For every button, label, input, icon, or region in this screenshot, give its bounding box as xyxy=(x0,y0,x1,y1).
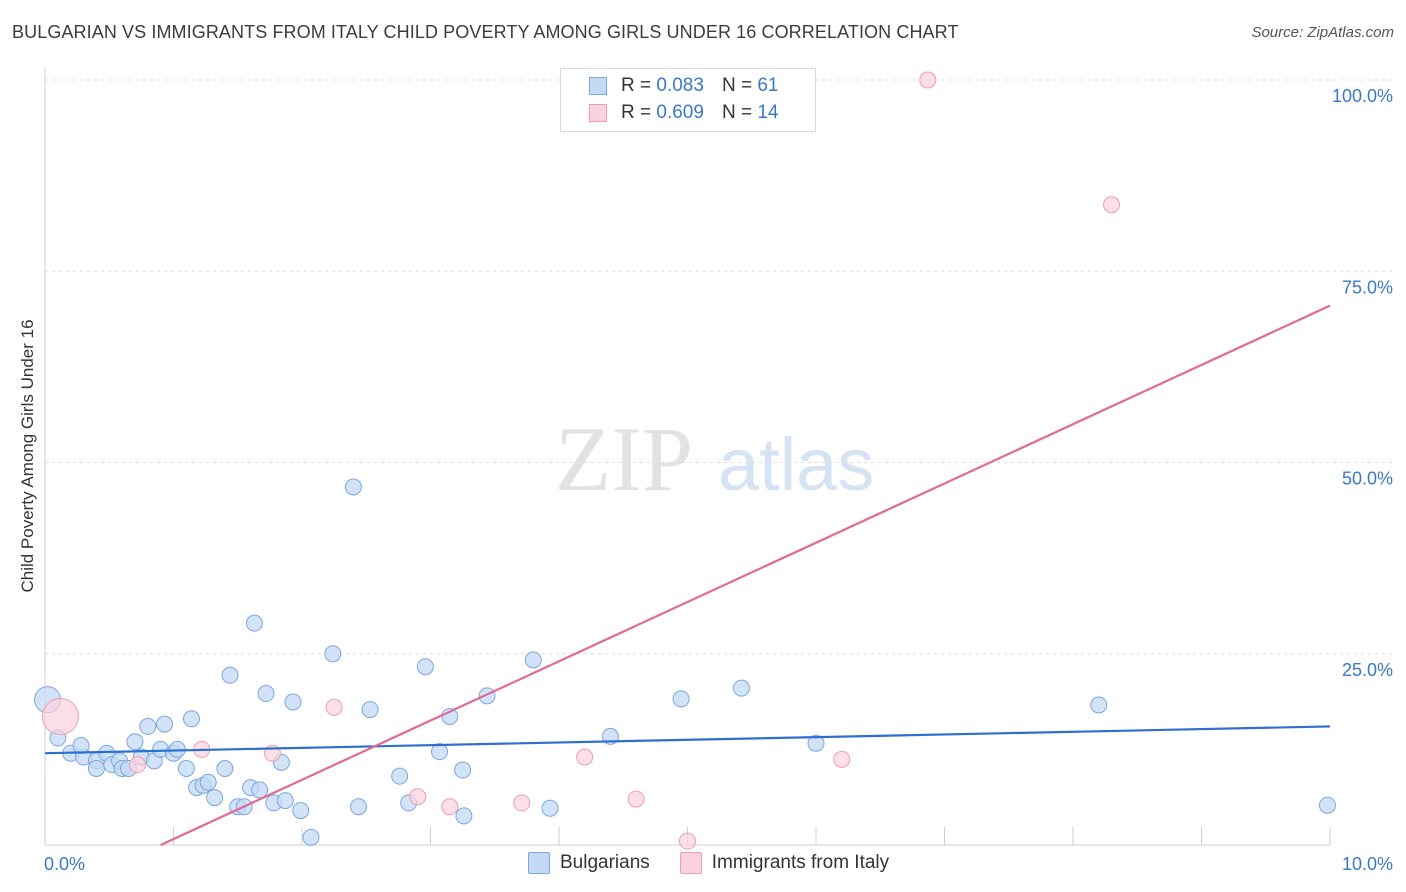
legend-swatch-bulgarians xyxy=(589,77,607,95)
point-bulgarians xyxy=(276,792,294,810)
y-tick-label: 100.0% xyxy=(1332,86,1393,106)
n-value: 61 xyxy=(757,75,779,96)
r-label: R = xyxy=(621,75,652,96)
data-points xyxy=(34,71,1336,850)
watermark-atlas: atlas xyxy=(718,423,874,506)
point-bulgarians xyxy=(455,807,473,825)
point-bulgarians xyxy=(478,687,496,705)
point-bulgarians xyxy=(87,760,105,777)
point-bulgarians xyxy=(206,789,224,807)
legend-item-bulgarians[interactable]: Bulgarians xyxy=(528,852,650,874)
point-bulgarians xyxy=(454,761,472,779)
trend-lines xyxy=(44,304,1331,846)
source-label: Source: ZipAtlas.com xyxy=(1251,24,1394,41)
y-axis-title: Child Poverty Among Girls Under 16 xyxy=(18,319,37,593)
point-italy xyxy=(919,71,937,89)
point-bulgarians xyxy=(541,799,559,817)
point-bulgarians xyxy=(391,767,409,785)
y-tick-label: 75.0% xyxy=(1342,277,1393,297)
point-bulgarians xyxy=(156,715,174,733)
point-italy xyxy=(576,748,594,766)
n-label: N = xyxy=(721,75,753,96)
point-bulgarians xyxy=(524,651,542,669)
point-bulgarians xyxy=(302,828,320,846)
point-bulgarians xyxy=(177,760,195,777)
watermark-zip: ZIP xyxy=(555,408,693,510)
y-tick-label: 25.0% xyxy=(1342,660,1393,680)
point-italy xyxy=(129,756,147,774)
series-legend: Bulgarians Immigrants from Italy xyxy=(528,852,919,874)
point-bulgarians xyxy=(221,666,239,684)
point-bulgarians xyxy=(251,781,269,799)
point-italy xyxy=(833,750,851,768)
point-bulgarians xyxy=(72,737,90,755)
legend-swatch-italy xyxy=(679,852,702,874)
point-bulgarians xyxy=(182,710,200,728)
x-tick-label: 10.0% xyxy=(1342,854,1393,874)
point-bulgarians xyxy=(350,798,368,816)
point-italy xyxy=(1103,196,1121,214)
point-italy xyxy=(679,832,696,850)
y-tick-label: 50.0% xyxy=(1342,469,1393,489)
point-bulgarians xyxy=(292,802,310,820)
point-bulgarians xyxy=(199,773,217,791)
point-bulgarians xyxy=(344,478,362,496)
legend-swatch-italy xyxy=(589,104,607,122)
trend-line-italy xyxy=(160,304,1331,846)
point-italy xyxy=(441,798,459,816)
gridlines xyxy=(45,79,1395,655)
point-bulgarians xyxy=(1090,696,1108,714)
trend-line-bulgarians xyxy=(44,725,1331,755)
legend-label: Immigrants from Italy xyxy=(711,852,890,873)
r-label: R = xyxy=(621,102,652,123)
chart-title: BULGARIAN VS IMMIGRANTS FROM ITALY CHILD… xyxy=(12,22,959,42)
legend-item-italy[interactable]: Immigrants from Italy xyxy=(679,852,890,874)
point-italy xyxy=(627,790,645,808)
stats-legend-row-italy: R = 0.609 N = 14 xyxy=(589,102,778,124)
n-label: N = xyxy=(721,102,753,123)
point-bulgarians xyxy=(257,685,275,703)
n-value: 14 xyxy=(757,102,779,123)
r-value: 0.609 xyxy=(656,102,704,123)
point-bulgarians xyxy=(416,658,434,676)
point-bulgarians xyxy=(139,717,157,735)
point-bulgarians xyxy=(672,690,690,708)
point-bulgarians xyxy=(216,760,234,777)
point-bulgarians xyxy=(126,733,144,751)
point-bulgarians xyxy=(284,693,302,711)
point-bulgarians xyxy=(324,645,342,663)
point-bulgarians xyxy=(1318,796,1336,814)
point-italy xyxy=(409,788,427,806)
tick-labels: 100.0% 75.0% 50.0% 25.0% 0.0% 10.0% xyxy=(44,86,1393,874)
point-italy xyxy=(325,698,343,716)
watermark: ZIP atlas xyxy=(555,408,874,510)
legend-label: Bulgarians xyxy=(560,852,650,873)
point-bulgarians xyxy=(430,743,448,761)
point-bulgarians xyxy=(361,701,379,719)
point-bulgarians xyxy=(807,734,825,752)
r-value: 0.083 xyxy=(656,75,704,96)
legend-swatch-bulgarians xyxy=(528,852,550,874)
point-bulgarians xyxy=(245,614,263,632)
stats-legend: R = 0.083 N = 61 R = 0.609 N = 14 xyxy=(560,68,816,132)
point-italy xyxy=(513,794,531,812)
stats-legend-row-bulgarians: R = 0.083 N = 61 xyxy=(589,75,778,97)
point-italy xyxy=(41,697,79,735)
x-tick-label: 0.0% xyxy=(44,854,85,874)
point-bulgarians xyxy=(732,679,750,697)
